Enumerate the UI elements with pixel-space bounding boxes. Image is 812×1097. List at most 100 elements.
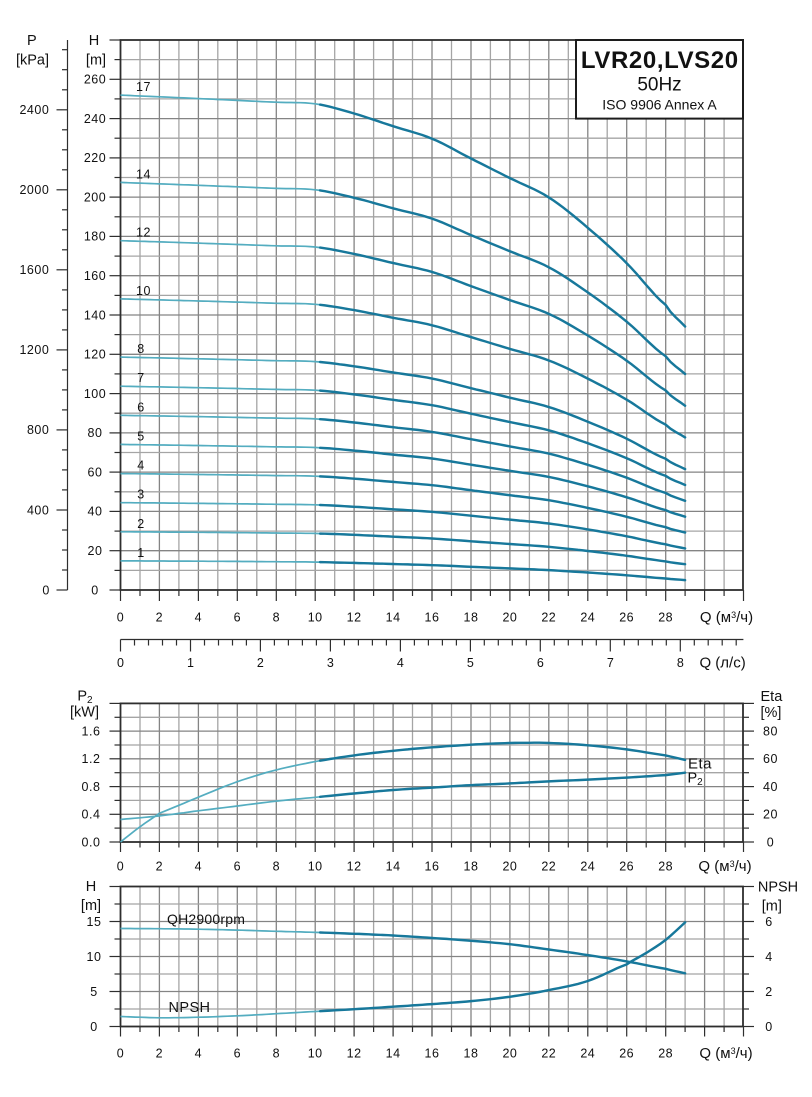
svg-text:22: 22 xyxy=(541,860,556,874)
svg-text:20: 20 xyxy=(502,611,517,625)
svg-text:80: 80 xyxy=(763,724,778,738)
svg-text:3: 3 xyxy=(137,488,144,502)
svg-text:100: 100 xyxy=(84,387,106,401)
svg-text:[m]: [m] xyxy=(86,53,106,69)
svg-text:2: 2 xyxy=(765,985,772,999)
svg-text:2000: 2000 xyxy=(19,183,49,197)
svg-text:17: 17 xyxy=(136,80,151,94)
svg-text:26: 26 xyxy=(619,860,634,874)
svg-text:Q (м3/ч): Q (м3/ч) xyxy=(699,1045,752,1062)
svg-text:0: 0 xyxy=(117,1047,124,1061)
svg-text:4: 4 xyxy=(195,611,202,625)
svg-text:5: 5 xyxy=(467,656,474,670)
svg-text:22: 22 xyxy=(541,1047,556,1061)
svg-text:0: 0 xyxy=(117,860,124,874)
svg-text:120: 120 xyxy=(84,348,106,362)
svg-text:1200: 1200 xyxy=(19,343,49,357)
svg-text:1: 1 xyxy=(137,546,144,560)
svg-text:[kW]: [kW] xyxy=(70,705,99,721)
svg-text:Q (м3/ч): Q (м3/ч) xyxy=(700,609,753,626)
svg-text:12: 12 xyxy=(136,226,151,240)
svg-text:0: 0 xyxy=(117,611,124,625)
svg-text:4: 4 xyxy=(137,459,144,473)
svg-text:0: 0 xyxy=(91,583,98,597)
svg-text:6: 6 xyxy=(537,656,544,670)
svg-text:14: 14 xyxy=(386,611,401,625)
svg-text:0: 0 xyxy=(42,583,49,597)
svg-text:8: 8 xyxy=(273,860,280,874)
svg-text:60: 60 xyxy=(88,465,103,479)
svg-text:6: 6 xyxy=(137,400,144,414)
svg-text:10: 10 xyxy=(136,284,151,298)
svg-text:20: 20 xyxy=(88,544,103,558)
svg-text:40: 40 xyxy=(763,780,778,794)
svg-text:8: 8 xyxy=(677,656,684,670)
svg-text:10: 10 xyxy=(308,860,323,874)
svg-text:24: 24 xyxy=(580,611,595,625)
svg-text:1.2: 1.2 xyxy=(82,752,101,766)
svg-text:4: 4 xyxy=(195,1047,202,1061)
svg-text:160: 160 xyxy=(84,269,106,283)
svg-text:LVR20,LVS20: LVR20,LVS20 xyxy=(581,47,739,74)
svg-text:2: 2 xyxy=(156,611,163,625)
svg-text:1: 1 xyxy=(187,656,194,670)
svg-text:Eta: Eta xyxy=(688,756,712,773)
svg-text:0.4: 0.4 xyxy=(82,808,101,822)
svg-text:[m]: [m] xyxy=(81,898,101,914)
svg-text:4: 4 xyxy=(195,860,202,874)
svg-text:200: 200 xyxy=(84,190,106,204)
svg-text:6: 6 xyxy=(234,1047,241,1061)
svg-text:10: 10 xyxy=(87,950,102,964)
svg-text:NPSH: NPSH xyxy=(169,1000,211,1016)
svg-text:[%]: [%] xyxy=(761,705,782,721)
svg-text:0: 0 xyxy=(765,1020,772,1034)
svg-text:P: P xyxy=(27,33,37,49)
svg-text:28: 28 xyxy=(658,1047,673,1061)
svg-text:16: 16 xyxy=(425,860,440,874)
svg-text:5: 5 xyxy=(137,429,144,443)
svg-text:18: 18 xyxy=(464,860,479,874)
svg-text:26: 26 xyxy=(619,1047,634,1061)
svg-text:NPSH: NPSH xyxy=(758,880,798,896)
svg-text:6: 6 xyxy=(234,860,241,874)
svg-text:0.8: 0.8 xyxy=(82,780,101,794)
svg-text:26: 26 xyxy=(619,611,634,625)
svg-text:22: 22 xyxy=(541,611,556,625)
svg-text:Eta: Eta xyxy=(761,689,784,705)
svg-text:8: 8 xyxy=(137,342,144,356)
svg-text:18: 18 xyxy=(464,1047,479,1061)
svg-text:10: 10 xyxy=(308,611,323,625)
svg-text:28: 28 xyxy=(658,611,673,625)
svg-text:60: 60 xyxy=(763,752,778,766)
svg-text:6: 6 xyxy=(234,611,241,625)
svg-text:18: 18 xyxy=(464,611,479,625)
svg-text:14: 14 xyxy=(386,860,401,874)
svg-text:10: 10 xyxy=(308,1047,323,1061)
svg-text:1600: 1600 xyxy=(19,263,49,277)
svg-text:Q (м3/ч): Q (м3/ч) xyxy=(698,858,751,875)
svg-text:0: 0 xyxy=(90,1020,97,1034)
svg-text:[m]: [m] xyxy=(762,899,782,915)
svg-text:7: 7 xyxy=(607,656,614,670)
svg-text:20: 20 xyxy=(502,860,517,874)
svg-text:240: 240 xyxy=(84,112,106,126)
svg-text:24: 24 xyxy=(580,860,595,874)
svg-text:Q (л/с): Q (л/с) xyxy=(699,655,745,672)
svg-text:40: 40 xyxy=(88,505,103,519)
svg-text:260: 260 xyxy=(84,73,106,87)
svg-text:80: 80 xyxy=(88,426,103,440)
svg-text:4: 4 xyxy=(397,656,404,670)
svg-text:14: 14 xyxy=(386,1047,401,1061)
svg-text:220: 220 xyxy=(84,151,106,165)
svg-text:140: 140 xyxy=(84,308,106,322)
svg-text:1.6: 1.6 xyxy=(82,724,101,738)
svg-text:2: 2 xyxy=(137,517,144,531)
svg-text:12: 12 xyxy=(347,860,362,874)
svg-text:20: 20 xyxy=(763,808,778,822)
svg-text:6: 6 xyxy=(765,915,772,929)
svg-text:16: 16 xyxy=(425,611,440,625)
svg-text:2400: 2400 xyxy=(19,103,49,117)
svg-text:15: 15 xyxy=(87,915,102,929)
svg-text:2: 2 xyxy=(156,1047,163,1061)
svg-text:ISO 9906 Annex A: ISO 9906 Annex A xyxy=(602,97,717,113)
